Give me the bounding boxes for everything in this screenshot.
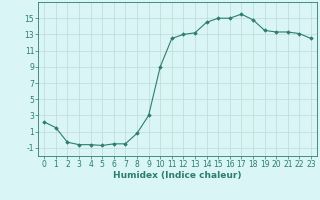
- X-axis label: Humidex (Indice chaleur): Humidex (Indice chaleur): [113, 171, 242, 180]
